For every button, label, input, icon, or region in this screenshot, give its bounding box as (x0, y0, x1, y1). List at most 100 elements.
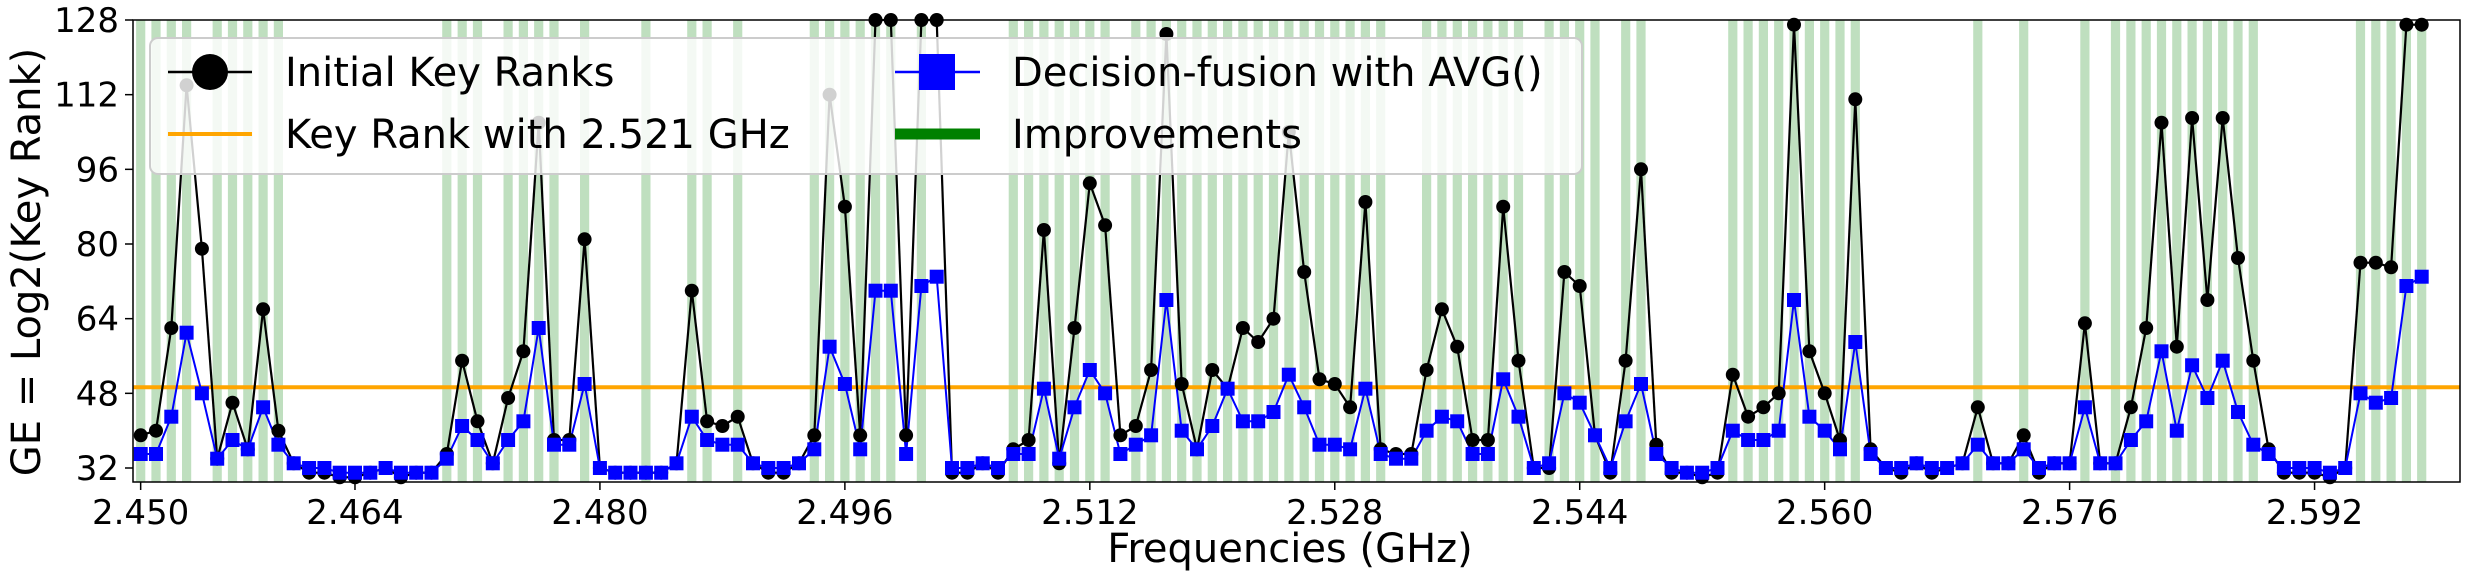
initial-series-segment (1226, 327, 1244, 389)
initial-key-rank-point (1098, 218, 1113, 233)
fusion-point (2246, 437, 2261, 452)
initial-key-rank-point (225, 395, 240, 410)
initial-series-segment (2114, 407, 2132, 464)
initial-key-rank-point (2154, 115, 2169, 130)
fusion-point (1434, 409, 1449, 424)
fusion-point (1113, 447, 1128, 461)
legend-label-fusion: Decision-fusion with AVG() (1012, 50, 1543, 96)
initial-key-rank-point (501, 391, 516, 405)
fusion-point (638, 465, 653, 480)
improvement-band (1513, 20, 1524, 482)
fusion-point (899, 447, 914, 461)
y-tick-label: 96 (76, 150, 119, 190)
fusion-point (1251, 414, 1266, 429)
fusion-point (516, 414, 531, 429)
fusion-point (2123, 433, 2138, 447)
improvement-band (1544, 20, 1554, 482)
improvement-band (2248, 20, 2258, 482)
improvement-band (136, 20, 146, 482)
initial-series-segment (2344, 262, 2362, 469)
initial-key-rank-point (1465, 433, 1480, 447)
fusion-point (2338, 461, 2353, 475)
fusion-point (776, 461, 791, 475)
fusion-point (1710, 461, 1725, 475)
fusion-point (2384, 391, 2399, 405)
fusion-point (1373, 447, 1388, 461)
initial-series-segment (675, 290, 693, 464)
initial-key-rank-point (1067, 321, 1082, 335)
fusion-point (1634, 377, 1648, 391)
fusion-point (2169, 423, 2184, 438)
initial-key-rank-point (2169, 339, 2184, 354)
fusion-point (2077, 400, 2092, 415)
initial-series-segment (1456, 346, 1474, 441)
improvement-band (1498, 20, 1508, 482)
initial-key-rank-point (2414, 17, 2429, 32)
improvement-band (1850, 20, 1860, 482)
improvement-band (1069, 20, 1080, 482)
fusion-point (1480, 447, 1495, 461)
fusion-point (455, 419, 470, 433)
initial-key-rank-point (194, 241, 209, 256)
series-markers (133, 13, 2429, 485)
fusion-point (1419, 423, 1434, 438)
initial-series-segment (2160, 122, 2178, 347)
initial-series-segment (1548, 271, 1566, 469)
initial-series-segment (507, 350, 525, 399)
fusion-point (1817, 423, 1832, 438)
improvement-band (1330, 20, 1340, 482)
y-tick-label: 64 (76, 300, 119, 340)
improvement-band (1743, 20, 1753, 482)
improvement-band (518, 20, 528, 482)
fusion-point (2093, 456, 2108, 471)
improvement-band (1452, 20, 1462, 482)
fusion-point (317, 461, 332, 475)
initial-series-segment (2390, 24, 2408, 268)
initial-key-rank-point (1496, 199, 1511, 214)
initial-series-segment (1792, 24, 1811, 352)
improvement-band (1422, 20, 1432, 482)
initial-series-segment (2145, 122, 2163, 329)
improvement-band (2141, 20, 2151, 482)
legend-label-reference: Key Rank with 2.521 GHz (285, 112, 790, 158)
initial-key-rank-point (1036, 223, 1051, 237)
initial-series-segment (231, 402, 249, 450)
improvement-band (1100, 20, 1110, 482)
improvement-band (809, 20, 819, 482)
improvement-band (2187, 20, 2197, 482)
fusion-point (225, 433, 240, 447)
x-axis-label: Frequencies (GHz) (1107, 526, 1473, 572)
fusion-point (1940, 461, 1955, 475)
improvement-band (855, 20, 865, 482)
initial-series-segment (2083, 323, 2102, 464)
initial-series-segment (1624, 169, 1643, 361)
x-tick-label: 2.512 (1041, 493, 1138, 533)
fusion-point (1924, 461, 1939, 475)
improvement-band (1621, 20, 1631, 482)
fusion-point (1833, 442, 1847, 457)
fusion-point (592, 461, 607, 475)
fusion-point (1297, 400, 1312, 415)
improvement-band (442, 20, 452, 482)
x-tick-label: 2.528 (1286, 493, 1383, 533)
fusion-point (1511, 409, 1526, 424)
fusion-point (271, 437, 286, 452)
initial-key-rank-point (1771, 386, 1786, 401)
improvement-band (2172, 20, 2182, 482)
fusion-point (133, 447, 148, 461)
legend-swatch-initial-marker (192, 54, 228, 90)
initial-key-rank-point (2185, 111, 2200, 125)
fusion-point (914, 279, 929, 293)
fusion-point (868, 283, 883, 298)
fusion-point (1404, 451, 1419, 466)
fusion-point (991, 461, 1005, 475)
fusion-point (1725, 423, 1740, 438)
fusion-point (501, 433, 516, 447)
initial-key-rank-point (1787, 17, 1801, 32)
fusion-point (1603, 461, 1618, 475)
improvement-band (1085, 20, 1095, 482)
initial-key-rank-point (2123, 400, 2138, 415)
fusion-point (1557, 386, 1572, 401)
fusion-point (577, 377, 592, 391)
